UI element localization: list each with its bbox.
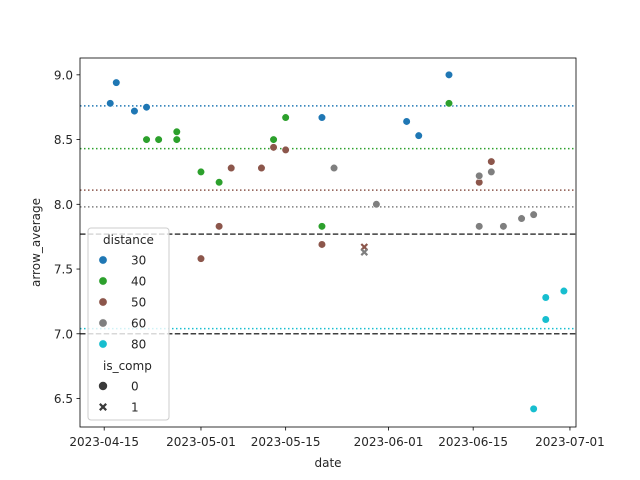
y-tick-label-5: 9.0 xyxy=(54,68,73,82)
point-d40-0 xyxy=(142,135,151,144)
point-d60-0 xyxy=(329,163,339,173)
axes-frame xyxy=(79,57,577,428)
x-tick-label-5: 2023-07-01 xyxy=(535,435,605,449)
x-tick-label-2: 2023-05-15 xyxy=(251,435,321,449)
point-d60-7 xyxy=(517,214,526,223)
legend-hue-entries: 30 40 50 60 80 xyxy=(98,254,146,352)
point-d40-9 xyxy=(444,99,454,108)
point-d40-4 xyxy=(196,167,206,177)
legend-label-distance-80: 80 xyxy=(131,338,146,352)
point-d40-8 xyxy=(317,222,327,231)
point-d50-9 xyxy=(487,157,496,166)
point-d30-2 xyxy=(130,106,139,116)
point-d30-4 xyxy=(317,113,327,122)
legend-title-is-comp: is_comp xyxy=(103,359,152,373)
y-tick-label-1: 7.0 xyxy=(54,327,73,341)
y-axis-label: arrow_average xyxy=(29,198,43,287)
x-tick-label-1: 2023-05-01 xyxy=(166,435,236,449)
x-axis: 2023-04-15 2023-05-01 2023-05-15 2023-06-01… xyxy=(69,427,605,449)
y-tick-label-2: 7.5 xyxy=(54,263,73,277)
y-axis: 6.5 7.0 7.5 8.0 8.5 9.0 xyxy=(54,68,80,406)
legend-marker-is-comp-1 xyxy=(99,403,107,411)
legend-marker-distance-60 xyxy=(98,318,108,328)
legend-box xyxy=(87,227,170,421)
point-d60-5 xyxy=(487,167,496,177)
legend-marker-distance-50 xyxy=(98,297,108,307)
point-d60-6 xyxy=(499,222,508,231)
point-d50-5 xyxy=(281,145,290,155)
data-points xyxy=(106,70,569,413)
point-d30-1 xyxy=(112,78,121,87)
y-tick-label-3: 8.0 xyxy=(54,198,73,212)
legend-title-distance: distance xyxy=(103,233,154,247)
legend-label-is-comp-0: 0 xyxy=(131,380,139,394)
x-tick-label-3: 2023-06-01 xyxy=(354,435,424,449)
y-tick-label-0: 6.5 xyxy=(54,392,73,406)
legend-marker-is-comp-0 xyxy=(98,381,108,391)
x-axis-label: date xyxy=(314,456,341,470)
point-d80-1 xyxy=(541,293,550,302)
x-tick-label-0: 2023-04-15 xyxy=(69,435,139,449)
point-d30-3 xyxy=(142,103,151,112)
legend-label-distance-40: 40 xyxy=(131,275,146,289)
point-d50-2 xyxy=(227,163,236,173)
point-d60-1 xyxy=(360,248,369,256)
legend-label-distance-30: 30 xyxy=(131,254,146,268)
point-d60-8 xyxy=(529,210,538,219)
point-d30-5 xyxy=(402,117,411,126)
point-d40-7 xyxy=(281,113,290,122)
point-d80-0 xyxy=(529,404,538,413)
x-tick-label-4: 2023-06-15 xyxy=(438,435,508,449)
legend-style-entries: 01 xyxy=(98,380,139,415)
point-d50-3 xyxy=(257,163,266,173)
point-d80-3 xyxy=(559,286,569,296)
point-d40-1 xyxy=(154,135,163,144)
point-d40-6 xyxy=(269,135,278,144)
legend-marker-distance-30 xyxy=(98,255,108,265)
point-d40-2 xyxy=(172,127,181,136)
point-d80-2 xyxy=(541,315,550,324)
legend-label-distance-60: 60 xyxy=(131,317,146,331)
point-d60-4 xyxy=(475,222,484,231)
point-d40-3 xyxy=(172,135,181,144)
point-d50-6 xyxy=(317,240,327,249)
y-tick-label-4: 8.5 xyxy=(54,133,73,147)
point-d60-3 xyxy=(475,171,484,180)
point-d30-6 xyxy=(414,131,423,140)
point-d40-5 xyxy=(215,178,224,187)
point-d50-0 xyxy=(196,254,206,263)
point-d30-0 xyxy=(106,99,115,108)
point-d60-2 xyxy=(372,200,381,209)
legend-marker-distance-80 xyxy=(98,339,108,349)
point-d50-4 xyxy=(269,143,278,152)
point-d50-1 xyxy=(215,222,224,231)
legend-marker-distance-40 xyxy=(98,276,108,286)
point-d30-7 xyxy=(444,70,454,79)
legend-label-is-comp-1: 1 xyxy=(131,401,139,415)
legend-label-distance-50: 50 xyxy=(131,296,146,310)
